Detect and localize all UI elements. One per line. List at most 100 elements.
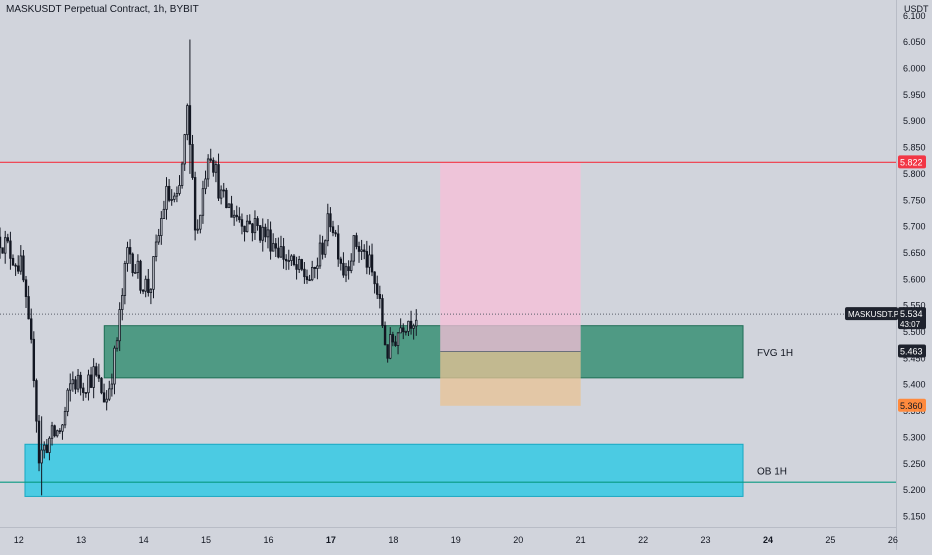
candle-body [363,249,366,252]
ob-1h-zone[interactable] [24,443,744,497]
time-tick-label: 19 [451,535,461,545]
candle-body [277,247,280,258]
candle-body [115,340,119,349]
ob-1h-label: OB 1H [757,466,787,477]
candle-body [19,255,23,272]
candle-body [17,265,20,272]
candle-body [295,264,298,270]
candle-body [6,237,10,242]
candle-body [157,235,160,243]
candle-body [261,226,264,241]
candle-body [24,279,28,297]
candle-body [381,298,384,326]
candle-body [235,214,238,218]
candle-body [373,271,376,285]
candle-body [79,374,82,389]
candle-body [92,366,95,388]
candle-body [173,195,176,200]
candle-body [193,177,197,231]
price-tick-label: 6.100 [903,11,926,21]
candle-body [258,225,262,241]
candle-body [186,105,189,136]
candle-body [199,214,202,230]
price-tick-label: 5.400 [903,380,926,390]
candle-body [102,392,106,403]
candle-body [87,374,90,394]
time-axis[interactable]: 12 13 14 15 16 17 18 19 20 21 22 23 24 25 26 [14,535,898,545]
candle-body [175,193,179,197]
candle-body [74,379,77,390]
candle-body [313,267,316,269]
zones-layer: FVG 1H OB 1H [24,162,793,497]
candle-body [337,233,340,260]
time-tick-label: 22 [638,535,648,545]
candle-body [27,296,30,320]
candle-body [396,332,400,346]
target-zone[interactable] [440,162,581,352]
candle-body [152,256,155,290]
candle-body [271,243,275,252]
candle-body [318,242,322,267]
symbol-badge: MASKUSDT.P [848,310,899,319]
candle-body [123,263,127,296]
candle-body [376,283,379,295]
candle-body [284,258,288,262]
candle-body [334,232,337,235]
candle-body [206,158,210,180]
current-price-badge: 5.534 [900,309,923,319]
candle-body [253,218,257,234]
candle-body [321,242,324,255]
candle-body [344,266,348,276]
resistance-price-badge: 5.822 [900,157,923,167]
fvg-1h-zone[interactable] [103,325,744,379]
candle-body [238,216,241,221]
price-tick-label: 5.250 [903,459,926,469]
stop-zone[interactable] [440,351,581,406]
price-tick-label: 5.750 [903,195,926,205]
candle-body [329,213,332,228]
candle-body [1,247,4,254]
candle-body [357,246,361,252]
candle-body [227,203,231,209]
candle-body [32,338,36,382]
price-tick-label: 5.600 [903,274,926,284]
candle-body [225,189,228,209]
time-tick-label: 18 [388,535,398,545]
candle-body [147,278,150,293]
candle-body [305,276,309,281]
candle-body [82,387,85,393]
candle-body [126,247,129,264]
candle-body [188,105,192,145]
candle-body [368,254,371,268]
candle-body [76,374,80,390]
candle-body [352,235,356,262]
candle-body [404,330,408,333]
candles-layer [0,39,418,496]
price-tick-label: 5.800 [903,169,926,179]
candle-body [350,260,353,272]
candle-body [266,229,270,238]
candle-body [58,430,62,433]
candle-body [326,213,330,242]
candle-body [214,164,218,173]
candle-body [287,260,290,262]
candle-body [264,226,267,238]
candle-body [56,430,59,437]
price-axis[interactable]: 6.100 6.050 6.000 5.950 5.900 5.850 5.800 5.750… [903,11,926,522]
candle-body [22,255,25,281]
candle-body [108,388,111,400]
candle-body [355,235,358,247]
currency-unit-label: USDT [904,4,929,14]
candle-body [134,272,137,274]
candle-body [245,220,249,233]
candle-body [383,325,387,346]
candle-body [331,226,335,234]
candle-body [110,383,114,390]
time-tick-label: 14 [139,535,149,545]
candle-body [282,246,285,260]
candle-body [232,214,236,218]
time-tick-label: 26 [888,535,898,545]
